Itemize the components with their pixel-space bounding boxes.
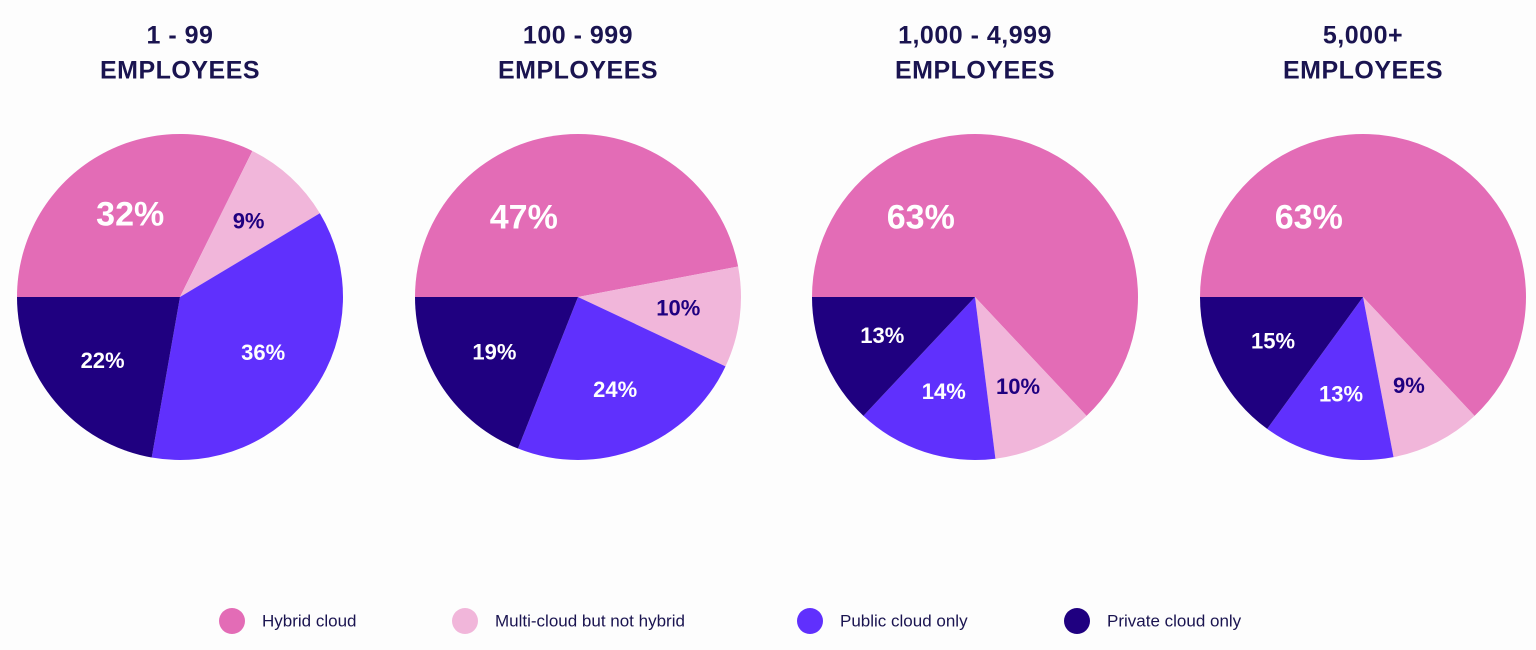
chart-title-line: 1 - 99 — [147, 22, 214, 50]
slice-label-public: 13% — [1319, 381, 1363, 406]
slice-label-private: 22% — [81, 348, 125, 373]
slice-label-public: 24% — [593, 377, 637, 402]
pie-slice-public — [1267, 297, 1394, 460]
chart-title-line: EMPLOYEES — [100, 57, 260, 85]
pie-slice-public — [151, 213, 343, 460]
slice-label-multi: 10% — [996, 374, 1040, 399]
chart-title-line: EMPLOYEES — [895, 57, 1055, 85]
legend-label-hybrid: Hybrid cloud — [262, 611, 357, 630]
legend-item-public: Public cloud only — [797, 608, 968, 634]
legend-item-hybrid: Hybrid cloud — [219, 608, 357, 634]
pie-slice-hybrid — [812, 133, 1139, 416]
pie-slice-hybrid — [415, 134, 739, 297]
pie-chart-3: 1,000 - 4,999 EMPLOYEES 63% 10% 14% 13% — [812, 22, 1139, 460]
legend-swatch-multi — [452, 608, 478, 634]
pie-slice-private — [415, 297, 578, 449]
slice-label-private: 13% — [860, 323, 904, 348]
chart-title-line: 100 - 999 — [523, 22, 633, 50]
pie-slice-multi — [180, 150, 320, 297]
pie-chart-4: 5,000+ EMPLOYEES 63% 9% 13% 15% — [1200, 22, 1526, 460]
slice-label-hybrid: 63% — [1275, 199, 1343, 237]
legend-swatch-hybrid — [219, 608, 245, 634]
pie-slice-hybrid — [17, 133, 253, 297]
pie-slice-public — [863, 297, 996, 460]
legend-item-private: Private cloud only — [1064, 608, 1242, 634]
slice-label-hybrid: 32% — [96, 196, 164, 234]
pie-slice-multi — [578, 266, 741, 367]
slice-label-private: 19% — [472, 340, 516, 365]
slice-label-multi: 9% — [1393, 373, 1425, 398]
pie-slice-multi — [975, 297, 1087, 459]
legend-label-private: Private cloud only — [1107, 611, 1242, 630]
pie-slice-private — [1200, 297, 1363, 429]
chart-title-line: 1,000 - 4,999 — [898, 22, 1052, 50]
chart-title-line: EMPLOYEES — [1283, 57, 1443, 85]
pie-slice-private — [17, 297, 180, 458]
pie-chart-2: 100 - 999 EMPLOYEES 47% 10% 24% 19% — [415, 22, 741, 460]
slice-label-multi: 10% — [656, 296, 700, 321]
slice-label-multi: 9% — [233, 209, 265, 234]
pie-slice-public — [518, 297, 726, 460]
legend-swatch-public — [797, 608, 823, 634]
legend-swatch-private — [1064, 608, 1090, 634]
legend-label-public: Public cloud only — [840, 611, 968, 630]
slice-label-hybrid: 63% — [887, 199, 955, 237]
slice-label-public: 36% — [241, 340, 285, 365]
chart-title-line: 5,000+ — [1323, 22, 1403, 50]
pie-slice-multi — [1363, 297, 1475, 458]
chart-title-line: EMPLOYEES — [498, 57, 658, 85]
slice-label-hybrid: 47% — [490, 199, 558, 237]
pie-slice-hybrid — [1200, 133, 1526, 416]
legend-label-multi: Multi-cloud but not hybrid — [495, 611, 685, 630]
pie-chart-1: 1 - 99 EMPLOYEES 32% 9% 36% 22% — [17, 22, 343, 460]
pie-slice-private — [812, 297, 975, 416]
slice-label-private: 15% — [1251, 329, 1295, 354]
legend: Hybrid cloud Multi-cloud but not hybrid Pu… — [219, 608, 1242, 634]
legend-item-multi: Multi-cloud but not hybrid — [452, 608, 685, 634]
slice-label-public: 14% — [922, 379, 966, 404]
